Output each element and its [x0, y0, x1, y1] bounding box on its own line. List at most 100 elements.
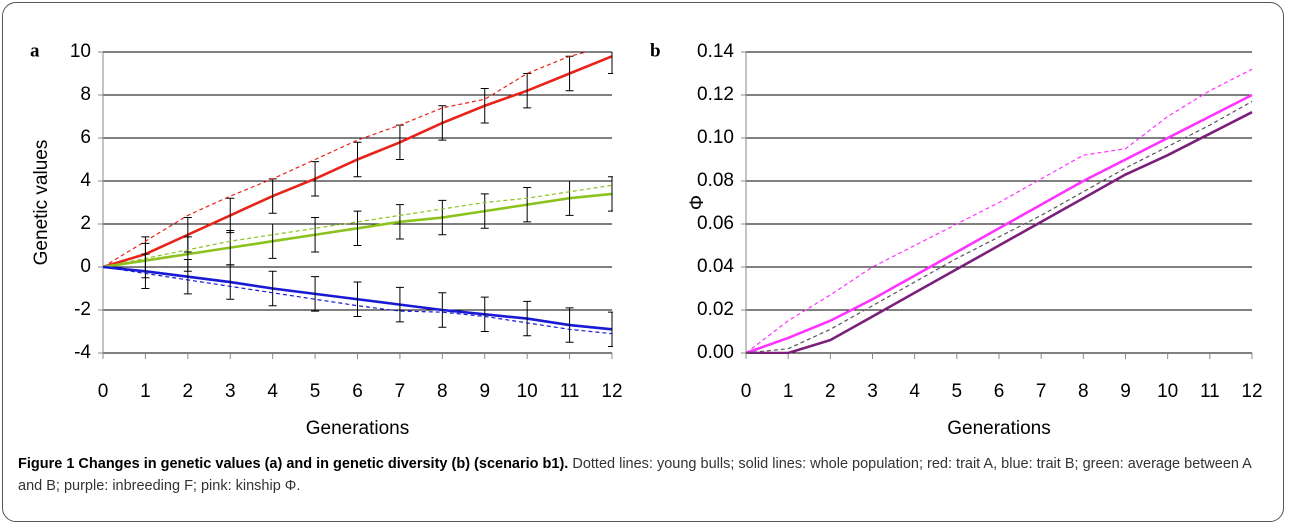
y-tick-label: 0.06: [697, 213, 734, 234]
panel-label: a: [30, 40, 40, 61]
series-line: [103, 266, 613, 335]
error-bar-line: [311, 217, 320, 253]
x-axis-label: Generations: [306, 418, 410, 439]
x-tick-label: 4: [267, 381, 278, 402]
x-tick-label: 1: [140, 381, 151, 402]
series-line: [746, 100, 1253, 354]
y-tick-label: 0: [80, 256, 91, 277]
y-tick-label: 4: [80, 170, 91, 191]
x-tick-label: 4: [909, 381, 920, 402]
error-bar-line: [268, 270, 277, 307]
series-line: [746, 68, 1253, 354]
y-tick-label: 0.12: [697, 84, 734, 105]
error-bar: [311, 276, 320, 312]
error-bar: [608, 52, 613, 74]
error-bar-line: [226, 264, 235, 300]
x-tick-label: 5: [952, 381, 963, 402]
error-bar-line: [438, 105, 447, 141]
error-bar-line: [395, 286, 404, 323]
error-bar-line: [353, 210, 362, 246]
error-bar: [480, 296, 489, 332]
x-tick-label: 8: [437, 381, 448, 402]
error-bar: [226, 264, 235, 300]
error-bar: [480, 193, 489, 229]
x-tick-label: 1: [783, 381, 794, 402]
y-tick-label: 6: [80, 127, 91, 148]
error-bar-line: [523, 73, 532, 109]
error-bar-line: [523, 186, 532, 223]
error-bar-line: [480, 296, 489, 332]
error-bar-line: [565, 307, 574, 343]
error-bar: [353, 281, 362, 317]
x-tick-label: 2: [825, 381, 836, 402]
series-line: [103, 184, 613, 268]
series-line: [746, 93, 1253, 354]
y-axis-label: Genetic values: [31, 140, 52, 266]
x-tick-label: 3: [867, 381, 878, 402]
x-tick-label: 7: [395, 381, 406, 402]
error-bar-line: [353, 281, 362, 317]
x-tick-label: 11: [1200, 381, 1220, 402]
caption-text: Dotted lines: young bulls; solid lines: …: [18, 456, 1252, 494]
x-tick-label: 0: [98, 381, 109, 402]
error-bar: [395, 286, 404, 323]
y-tick-label: 0.14: [697, 41, 734, 62]
y-tick-label: 8: [80, 84, 91, 105]
x-tick-label: 6: [352, 381, 363, 402]
error-bar: [438, 199, 447, 236]
x-tick-label: 6: [994, 381, 1005, 402]
x-tick-label: 12: [1241, 381, 1262, 402]
x-tick-label: 10: [517, 381, 538, 402]
y-tick-label: 10: [70, 41, 91, 62]
error-bar: [395, 204, 404, 240]
y-axis-label: Φ: [687, 195, 708, 210]
error-bar: [523, 300, 532, 337]
error-bar-line: [608, 311, 613, 348]
error-bar: [438, 292, 447, 328]
plot-area: [746, 68, 1253, 354]
error-bar: [438, 105, 447, 141]
x-tick-label: 8: [1078, 381, 1089, 402]
caption-title: Figure 1 Changes in genetic values (a) a…: [18, 456, 569, 472]
error-bar-line: [480, 88, 489, 124]
error-bar-line: [395, 204, 404, 240]
error-bar-line: [353, 141, 362, 178]
caption: Figure 1 Changes in genetic values (a) a…: [18, 453, 1268, 497]
error-bar-line: [268, 223, 277, 259]
error-bar: [608, 176, 613, 212]
error-bar-line: [438, 292, 447, 328]
error-bar: [183, 258, 192, 295]
x-tick-label: 3: [225, 381, 236, 402]
error-bar: [311, 161, 320, 197]
x-tick-label: 9: [479, 381, 490, 402]
x-tick-label: 11: [560, 381, 580, 402]
error-bar: [353, 210, 362, 246]
error-bar-line: [311, 276, 320, 312]
error-bar: [141, 253, 150, 289]
x-tick-label: 7: [1036, 381, 1047, 402]
x-tick-label: 12: [601, 381, 622, 402]
error-bar-line: [608, 52, 613, 74]
error-bar-line: [523, 300, 532, 337]
y-tick-label: 0.00: [697, 342, 734, 363]
y-tick-label: 2: [80, 213, 91, 234]
error-bar-line: [141, 253, 150, 289]
y-tick-label: 0.08: [697, 170, 734, 191]
series-line: [746, 111, 1253, 354]
error-bar: [353, 141, 362, 178]
y-tick-label: 0.04: [697, 256, 734, 277]
x-tick-label: 0: [741, 381, 752, 402]
x-axis-label: Generations: [947, 418, 1051, 439]
x-tick-label: 9: [1120, 381, 1131, 402]
error-bar-line: [438, 199, 447, 236]
series-line: [103, 52, 589, 268]
x-tick-label: 2: [183, 381, 194, 402]
x-tick-label: 10: [1157, 381, 1178, 402]
error-bar: [565, 307, 574, 343]
plot-area: [103, 52, 613, 348]
error-bar-line: [311, 161, 320, 197]
error-bar: [480, 88, 489, 124]
y-tick-label: -2: [74, 299, 91, 320]
error-bar: [311, 217, 320, 253]
